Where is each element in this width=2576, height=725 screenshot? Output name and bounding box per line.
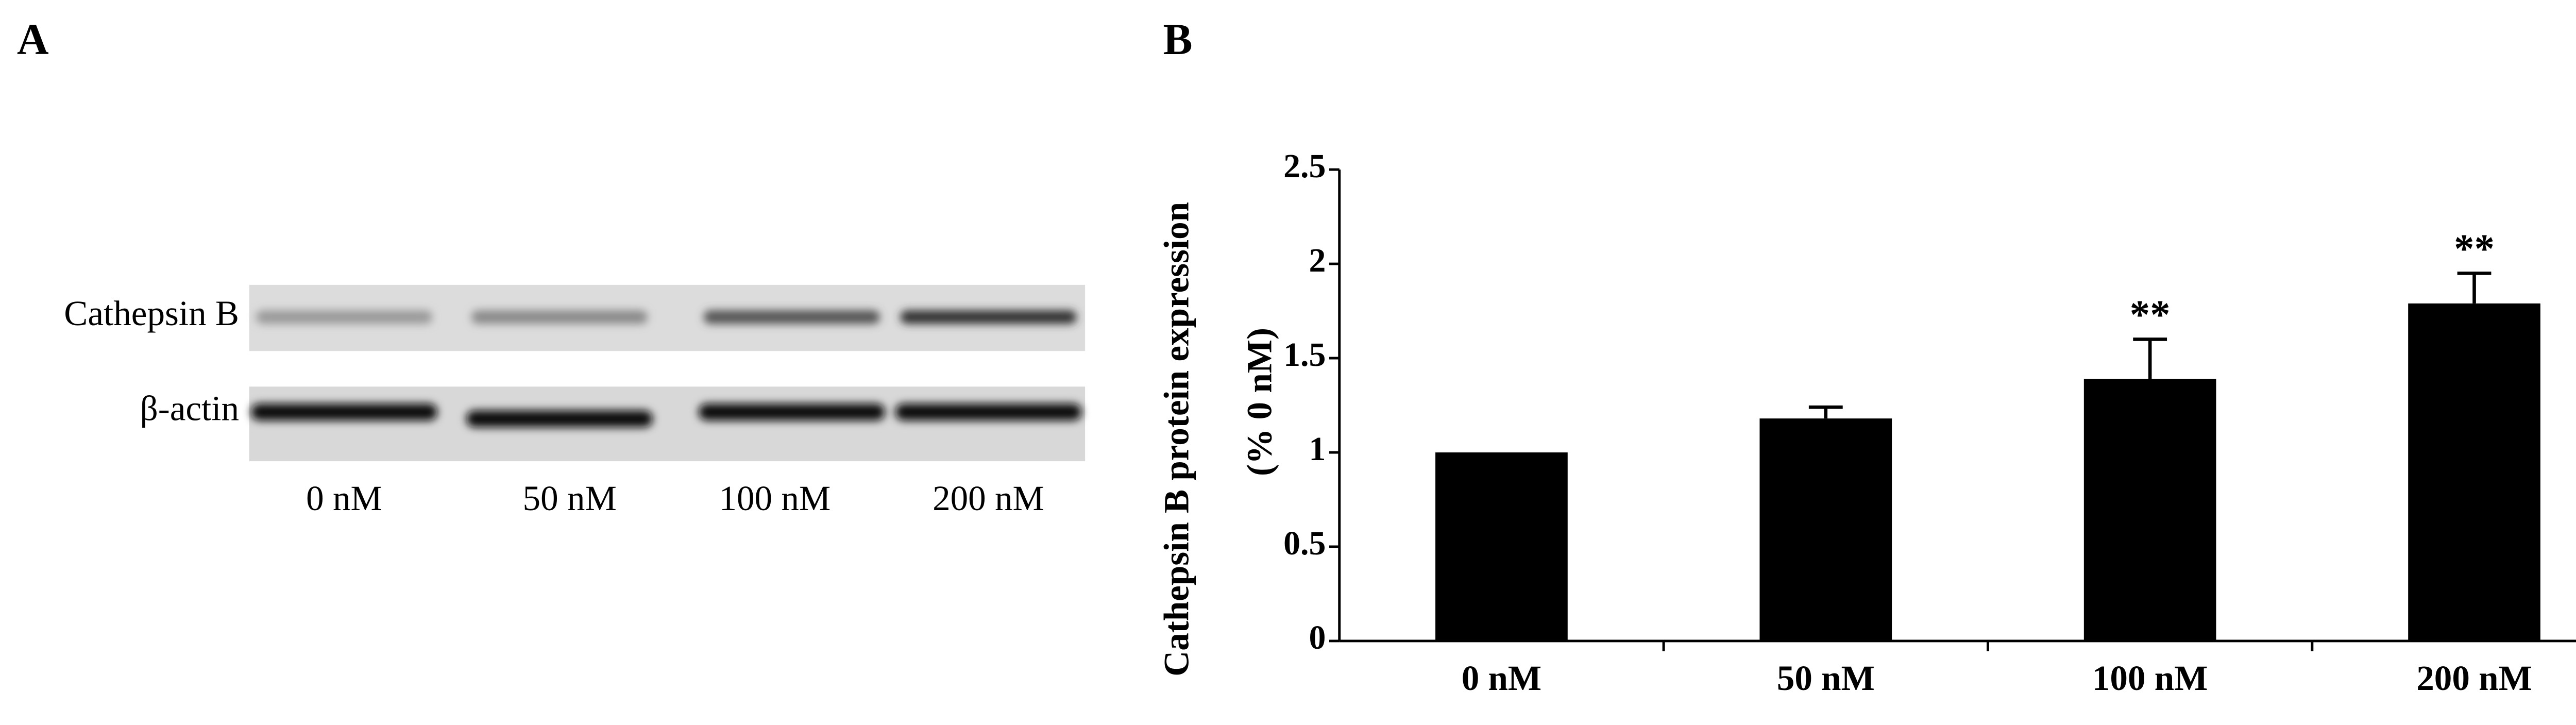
bar xyxy=(1759,418,1892,641)
error-bar xyxy=(2457,272,2492,304)
y-axis-title: Cathepsin B protein expression xyxy=(1156,202,1196,677)
significance: ** xyxy=(2130,293,2171,338)
lane-label: 50 nM xyxy=(523,478,617,518)
x-tick-label: 100 nM xyxy=(2092,658,2208,698)
band xyxy=(471,310,648,324)
y-tick-label: 2.5 xyxy=(1283,147,1326,185)
lane-label: 0 nM xyxy=(306,478,382,518)
panel-label: A xyxy=(17,15,49,64)
y-tick-label: 0.5 xyxy=(1283,525,1326,562)
lane-label: 100 nM xyxy=(719,478,831,518)
y-tick-label: 1 xyxy=(1309,430,1326,468)
y-axis-title: (% 0 nM) xyxy=(1240,328,1279,476)
band xyxy=(895,403,1082,421)
row-label: β-actin xyxy=(140,389,239,428)
panel-label: B xyxy=(1163,15,1193,64)
blot-strip xyxy=(249,386,1086,462)
lane-label: 200 nM xyxy=(933,478,1044,518)
row-label: Cathepsin B xyxy=(64,293,239,333)
y-tick-label: 2 xyxy=(1309,242,1326,279)
x-tick-label: 0 nM xyxy=(1462,658,1541,698)
bar xyxy=(2083,379,2216,641)
x-tick-label: 50 nM xyxy=(1777,658,1875,698)
bar xyxy=(2408,303,2540,641)
band xyxy=(251,403,438,421)
y-tick-label: 1.5 xyxy=(1283,336,1326,374)
error-bar xyxy=(1808,405,1843,419)
x-tick-label: 200 nM xyxy=(2416,658,2532,698)
significance: ** xyxy=(2454,227,2495,272)
y-tick-label: 0 xyxy=(1309,619,1326,656)
band xyxy=(703,310,880,324)
bands xyxy=(251,310,1082,428)
band xyxy=(466,410,653,428)
bar xyxy=(1435,452,1568,641)
band xyxy=(900,310,1077,324)
error-bar xyxy=(2133,338,2167,379)
band xyxy=(256,310,433,324)
band xyxy=(698,403,885,421)
